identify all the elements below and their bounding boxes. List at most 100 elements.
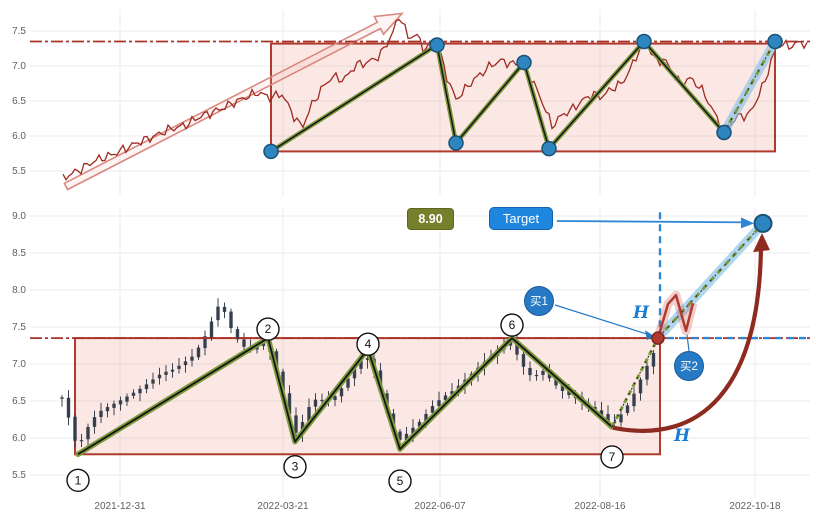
candle-body (66, 397, 71, 418)
pivot-number-circle (600, 445, 624, 469)
projection-band (719, 37, 780, 137)
target-button[interactable]: Target (489, 207, 553, 230)
candle-body (638, 379, 643, 394)
candle-body (222, 306, 227, 312)
y-tick-label: 6.0 (12, 131, 26, 142)
height-label-upper: H (633, 303, 650, 323)
candle-body (79, 440, 84, 442)
candle-body (281, 371, 285, 393)
swing-curve-arrow (612, 244, 764, 433)
height-label-lower: H (674, 426, 691, 446)
candle-body (86, 426, 90, 440)
candle-body (417, 421, 422, 427)
pivot-number-circle (256, 317, 280, 341)
pivot-number-circle (388, 469, 412, 493)
candle-body (651, 352, 656, 367)
pivot-dot (636, 33, 652, 50)
candle-body (112, 403, 116, 408)
bottom-panel: 1 2 3 4 5 6 7 (30, 212, 810, 493)
candle-body (606, 414, 610, 422)
buy1-arrowhead (645, 330, 654, 341)
candle-body (521, 354, 526, 367)
candle-body (138, 388, 142, 394)
pivot-dot (263, 143, 279, 160)
candle-body (320, 399, 324, 402)
pivot-number: 7 (609, 450, 616, 464)
candle-body (541, 371, 545, 375)
candle-body (398, 431, 402, 440)
candle-body (105, 407, 110, 412)
projection-dash-core (657, 223, 764, 339)
candle-body (619, 414, 623, 423)
candle-body (73, 416, 77, 441)
pivot-number: 3 (292, 460, 299, 474)
candle-body (645, 365, 649, 380)
pivot-number-circle (66, 468, 90, 492)
candle-body (554, 378, 558, 386)
buy2-chip[interactable]: 买2 (674, 351, 704, 381)
candle-body (567, 390, 571, 395)
candle-body (632, 393, 636, 407)
candle-body (560, 384, 565, 392)
candle-body (190, 356, 194, 361)
candle-body (144, 384, 149, 390)
candle-body (599, 410, 604, 416)
y-tick-label: 6.0 (12, 433, 26, 444)
buy1-chip[interactable]: 买1 (524, 286, 554, 316)
x-tick-label: 2022-06-07 (414, 501, 466, 512)
pivot-number: 4 (365, 337, 372, 351)
grid-lines (30, 10, 810, 497)
candle-body (307, 407, 311, 422)
candle-body (404, 433, 409, 441)
pivot-dot (716, 124, 732, 141)
candle-body (313, 399, 318, 407)
target-price-badge[interactable]: 8.90 (407, 208, 454, 230)
pivot-number-circle (500, 313, 524, 337)
candle-body (99, 410, 103, 417)
candle-body (229, 311, 233, 329)
candle-body (424, 413, 428, 423)
pivot-number-circle (283, 455, 307, 479)
y-tick-label: 7.5 (12, 26, 26, 37)
x-tick-label: 2022-08-16 (574, 501, 626, 512)
candle-body (515, 341, 519, 355)
pivot-number: 5 (397, 474, 404, 488)
candle-body (333, 396, 337, 401)
target-dot (753, 213, 773, 233)
y-tick-label: 6.5 (12, 396, 26, 407)
candle-body (216, 306, 220, 321)
candle-body (60, 397, 64, 399)
y-tick-label: 5.5 (12, 166, 26, 177)
candle-body (177, 365, 181, 369)
pivot-number: 1 (75, 473, 82, 487)
candle-body (151, 379, 155, 384)
pivot-dot (541, 140, 557, 157)
y-tick-label: 6.5 (12, 96, 26, 107)
y-tick-label: 7.0 (12, 61, 26, 72)
entry-dot (651, 331, 665, 345)
candle-body (508, 341, 513, 346)
candle-body (92, 417, 97, 427)
target-arrow-line (556, 220, 748, 224)
pivot-dot (448, 135, 464, 151)
trend-arrow (63, 12, 404, 191)
candle-body (157, 374, 162, 379)
breakout-dash (610, 337, 660, 428)
buy2-pointer (686, 334, 690, 352)
candle-body (430, 406, 435, 413)
x-tick-label: 2022-03-21 (257, 501, 309, 512)
candle-body (359, 360, 363, 369)
candle-body (443, 395, 448, 401)
y-tick-label: 9.0 (12, 211, 26, 222)
candle-body (346, 378, 350, 388)
candle-body (203, 336, 207, 349)
y-tick-label: 7.0 (12, 359, 26, 370)
candle-body (612, 421, 617, 424)
top-panel (30, 12, 810, 191)
target-arrowhead (741, 217, 754, 229)
candle-body (196, 347, 201, 358)
swing-curve-arrowhead (753, 233, 770, 253)
x-tick-label: 2022-10-18 (729, 501, 781, 512)
